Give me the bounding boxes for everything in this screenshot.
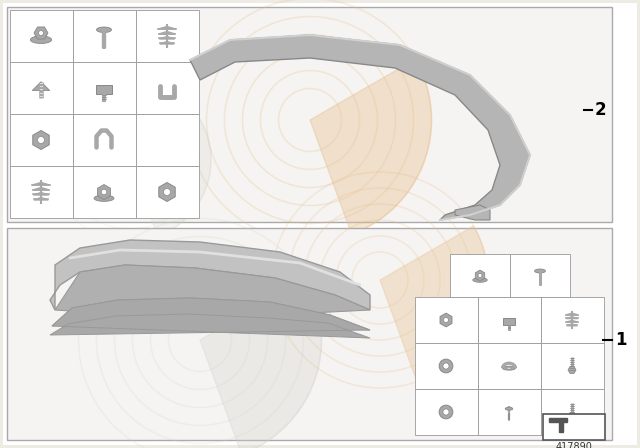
Polygon shape	[159, 182, 175, 202]
Polygon shape	[567, 324, 577, 326]
Circle shape	[439, 405, 453, 419]
Bar	[136, 10, 199, 62]
Bar	[73, 114, 136, 166]
Bar	[96, 85, 112, 95]
Polygon shape	[310, 59, 431, 234]
Bar	[10, 114, 73, 166]
Polygon shape	[566, 317, 578, 319]
Bar	[10, 10, 73, 62]
Ellipse shape	[473, 278, 487, 282]
Polygon shape	[33, 193, 49, 195]
Bar	[478, 343, 541, 389]
Bar	[7, 228, 612, 440]
Bar	[541, 343, 604, 389]
Circle shape	[38, 137, 45, 143]
Ellipse shape	[30, 36, 52, 43]
Polygon shape	[32, 182, 50, 185]
Bar	[7, 7, 612, 222]
Bar	[136, 62, 199, 114]
Text: 417890: 417890	[556, 442, 593, 448]
Polygon shape	[566, 320, 577, 322]
Polygon shape	[190, 35, 530, 220]
Ellipse shape	[534, 269, 545, 273]
Circle shape	[163, 189, 170, 195]
Bar	[10, 62, 73, 114]
Ellipse shape	[94, 195, 114, 201]
Bar	[136, 114, 199, 166]
Text: 2: 2	[595, 101, 607, 119]
Polygon shape	[159, 31, 175, 34]
Circle shape	[444, 318, 449, 323]
Bar	[73, 10, 136, 62]
Polygon shape	[33, 188, 49, 190]
Bar	[73, 166, 136, 218]
Polygon shape	[32, 82, 50, 90]
Bar	[415, 297, 478, 343]
Bar	[136, 166, 199, 218]
Polygon shape	[160, 42, 174, 44]
Bar	[478, 297, 541, 343]
Bar	[450, 254, 510, 297]
Polygon shape	[34, 198, 48, 200]
Polygon shape	[159, 36, 175, 39]
Circle shape	[101, 189, 107, 195]
Polygon shape	[50, 298, 370, 338]
Polygon shape	[568, 413, 576, 419]
Ellipse shape	[502, 366, 515, 370]
Circle shape	[478, 274, 482, 277]
Bar	[415, 343, 478, 389]
Circle shape	[443, 409, 449, 415]
Polygon shape	[549, 418, 567, 432]
Bar	[543, 414, 605, 440]
Polygon shape	[97, 185, 111, 199]
Polygon shape	[158, 26, 176, 29]
Bar	[510, 254, 570, 297]
Polygon shape	[568, 366, 576, 373]
Bar	[541, 297, 604, 343]
Circle shape	[38, 30, 44, 35]
Polygon shape	[130, 120, 211, 236]
Bar	[10, 166, 73, 218]
Ellipse shape	[97, 27, 111, 33]
Bar	[73, 62, 136, 114]
Bar	[503, 318, 515, 325]
Polygon shape	[440, 313, 452, 327]
Bar	[541, 389, 604, 435]
Ellipse shape	[505, 407, 513, 410]
Circle shape	[439, 359, 453, 373]
Polygon shape	[566, 313, 579, 315]
Bar	[478, 389, 541, 435]
Polygon shape	[455, 205, 490, 220]
Ellipse shape	[506, 367, 511, 369]
Polygon shape	[380, 226, 488, 382]
Circle shape	[443, 363, 449, 369]
Bar	[415, 389, 478, 435]
Polygon shape	[50, 240, 370, 310]
Polygon shape	[52, 265, 370, 330]
Text: 1: 1	[615, 331, 627, 349]
Polygon shape	[476, 270, 484, 281]
Polygon shape	[33, 130, 49, 150]
Polygon shape	[200, 279, 321, 448]
Polygon shape	[34, 27, 48, 39]
